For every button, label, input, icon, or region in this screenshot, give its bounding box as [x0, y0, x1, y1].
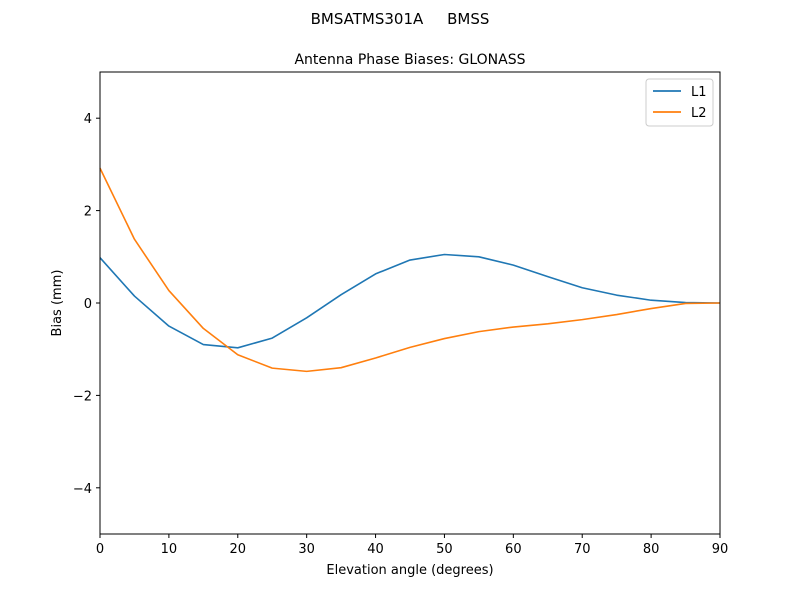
x-tick-label: 90 [712, 542, 729, 557]
series-line-l2 [99, 167, 721, 373]
x-tick-label: 50 [436, 542, 453, 557]
x-tick-label: 30 [298, 542, 315, 557]
legend-label-l1: L1 [691, 85, 707, 100]
figure-suptitle: BMSATMS301A BMSS [311, 10, 490, 28]
y-axis-ticks: −4 −2 0 2 4 [73, 112, 100, 497]
series-line-l1 [99, 253, 721, 349]
x-tick-label: 20 [230, 542, 247, 557]
y-axis-label: Bias (mm) [50, 270, 65, 337]
x-tick-label: 40 [367, 542, 384, 557]
x-axis-label: Elevation angle (degrees) [326, 563, 493, 578]
x-axis-ticks: 0 10 20 30 40 50 60 70 80 90 [96, 534, 728, 557]
plot-frame [99, 71, 721, 535]
x-tick-label: 0 [96, 542, 104, 557]
y-tick-label: −2 [73, 389, 92, 404]
y-tick-label: −4 [73, 482, 92, 497]
chart-title: Antenna Phase Biases: GLONASS [294, 52, 525, 68]
y-tick-label: 4 [84, 112, 92, 127]
legend-label-l2: L2 [691, 106, 707, 121]
x-tick-label: 80 [643, 542, 660, 557]
plot-area [99, 167, 721, 373]
y-tick-label: 0 [84, 297, 92, 312]
y-tick-label: 2 [84, 205, 92, 220]
x-tick-label: 60 [505, 542, 522, 557]
x-tick-label: 10 [161, 542, 178, 557]
x-tick-label: 70 [574, 542, 591, 557]
